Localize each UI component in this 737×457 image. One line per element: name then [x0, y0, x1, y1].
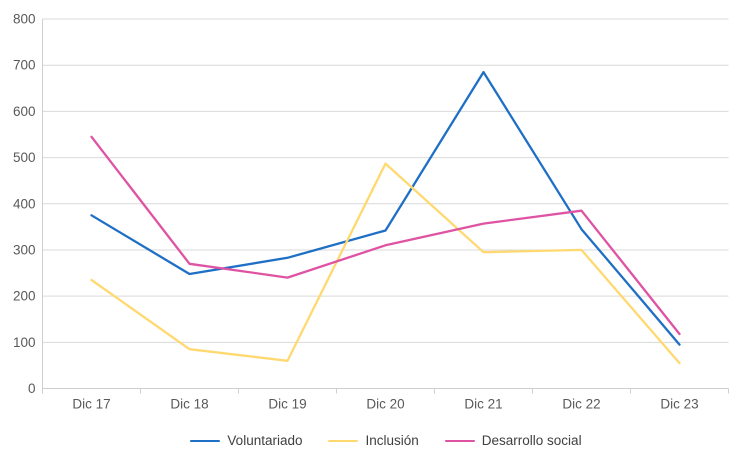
- y-tick-label-200: 200: [13, 289, 36, 304]
- x-tick-label-7: Dic 23: [660, 397, 698, 412]
- legend-label-voluntariado: Voluntariado: [227, 433, 303, 449]
- series-line-2: [90, 162, 681, 365]
- legend-label-desarrollo-social: Desarrollo social: [481, 433, 582, 449]
- y-tick-label-100: 100: [13, 335, 36, 350]
- x-tick-label-5: Dic 21: [464, 397, 502, 412]
- chart-legend: Voluntariado Inclusión Desarrollo social: [43, 431, 729, 451]
- legend-swatch-desarrollo-social: [444, 439, 475, 443]
- legend-item-inclusion: Inclusión: [328, 433, 419, 449]
- y-tick-label-500: 500: [13, 150, 36, 165]
- y-tick-label-700: 700: [13, 58, 36, 73]
- x-tick-label-6: Dic 22: [562, 397, 600, 412]
- x-tick-label-2: Dic 18: [170, 397, 208, 412]
- y-tick-label-400: 400: [13, 196, 36, 211]
- legend-item-desarrollo-social: Desarrollo social: [444, 433, 582, 449]
- legend-swatch-inclusion: [328, 439, 359, 443]
- legend-swatch-voluntariado: [190, 439, 221, 443]
- y-tick-label-600: 600: [13, 104, 36, 119]
- legend-item-voluntariado: Voluntariado: [190, 434, 302, 448]
- series-line-1: [90, 70, 681, 346]
- y-tick-label-800: 800: [13, 12, 36, 27]
- series-line-3: [90, 135, 681, 336]
- y-tick-label-300: 300: [13, 242, 36, 257]
- legend-label-inclusion: Inclusión: [365, 433, 419, 449]
- x-tick-label-1: Dic 17: [72, 397, 110, 412]
- x-tick-label-4: Dic 20: [366, 397, 404, 412]
- y-tick-label-0: 0: [28, 381, 36, 396]
- x-tick-label-3: Dic 19: [268, 397, 306, 412]
